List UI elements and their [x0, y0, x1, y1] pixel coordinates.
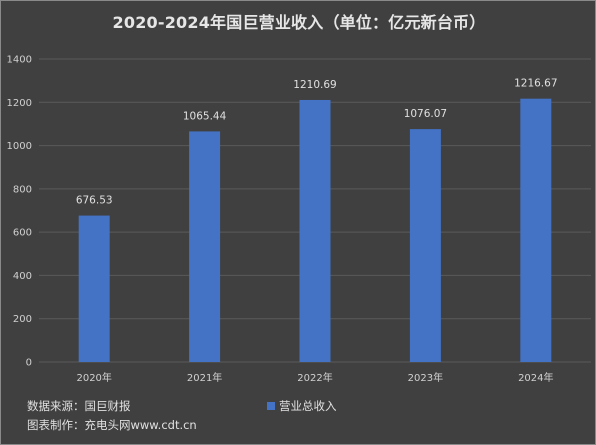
chart-legend: 营业总收入: [267, 398, 337, 414]
x-tick-label: 2023年: [408, 371, 443, 384]
chart-maker-note: 图表制作：充电头网www.cdt.cn: [27, 418, 197, 432]
y-tick-label: 600: [13, 228, 32, 239]
y-tick-label: 1200: [7, 98, 32, 109]
y-tick-label: 1400: [7, 55, 32, 66]
y-tick-label: 0: [26, 358, 32, 369]
bar-1: [78, 215, 110, 362]
data-label: 1216.67: [514, 78, 557, 90]
x-tick-label: 2020年: [76, 371, 111, 384]
data-label: 676.53: [76, 195, 113, 207]
x-tick-label: 2021年: [187, 371, 222, 384]
legend-label: 营业总收入: [279, 399, 337, 413]
y-tick-label: 400: [13, 271, 32, 282]
data-label: 1065.44: [183, 110, 227, 122]
bar-5: [520, 98, 552, 362]
x-tick-label: 2024年: [518, 371, 553, 384]
bar-2: [189, 131, 221, 362]
legend-swatch: [267, 402, 275, 410]
data-source-note: 数据来源：国巨财报: [27, 399, 131, 413]
x-tick-label: 2022年: [297, 371, 332, 384]
data-label: 1076.07: [404, 108, 447, 120]
bar-3: [299, 99, 331, 362]
data-label: 1210.69: [293, 79, 336, 91]
y-tick-label: 1000: [7, 141, 32, 152]
bar-4: [409, 129, 441, 362]
chart-title: 2020-2024年国巨营业收入（单位：亿元新台币）: [112, 13, 486, 32]
y-tick-label: 200: [13, 314, 32, 325]
y-tick-label: 800: [13, 184, 32, 195]
